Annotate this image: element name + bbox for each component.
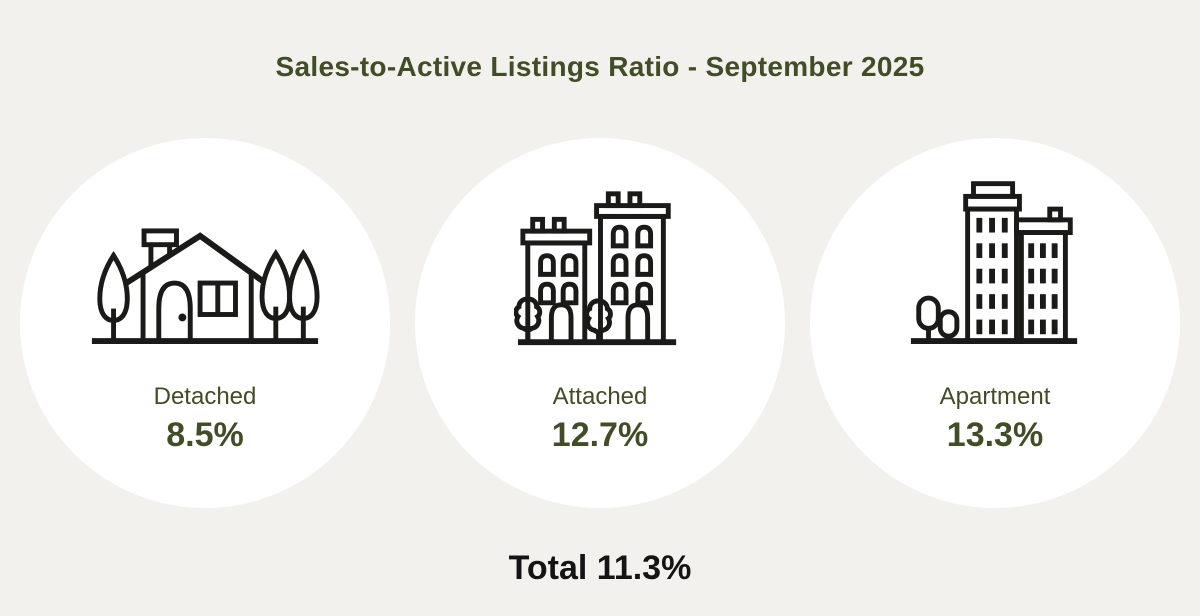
card-label-apartment: Apartment: [939, 383, 1051, 410]
card-label-detached: Detached: [153, 383, 257, 410]
card-value-detached: 8.5%: [166, 416, 244, 454]
attached-houses-icon: [514, 162, 686, 350]
stat-card-detached: Detached 8.5%: [20, 138, 390, 508]
card-value-attached: 12.7%: [551, 416, 649, 454]
stat-card-attached: Attached 12.7%: [415, 138, 785, 508]
detached-house-icon: [87, 162, 323, 350]
stat-card-apartment: Apartment 13.3%: [810, 138, 1180, 508]
apartment-buildings-icon: [907, 162, 1083, 350]
card-value-apartment: 13.3%: [946, 416, 1044, 454]
page-title: Sales-to-Active Listings Ratio - Septemb…: [275, 51, 925, 82]
stat-circles-row: Detached 8.5%: [0, 138, 1200, 508]
card-label-attached: Attached: [552, 383, 648, 410]
total-ratio-text: Total 11.3%: [508, 549, 692, 587]
